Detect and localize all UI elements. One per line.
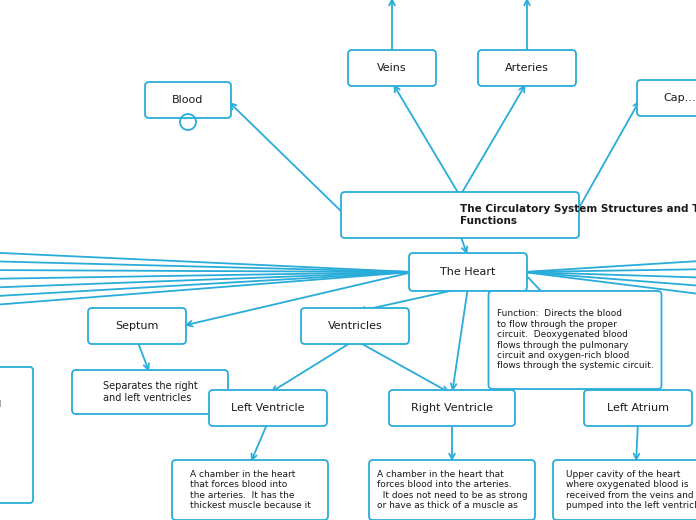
Text: The Circulatory System Structures and Their
Functions: The Circulatory System Structures and Th… <box>460 204 696 226</box>
FancyBboxPatch shape <box>478 50 576 86</box>
Text: Right Ventricle: Right Ventricle <box>411 403 493 413</box>
FancyBboxPatch shape <box>369 460 535 520</box>
Text: Arteries: Arteries <box>505 63 549 73</box>
Text: The Heart: The Heart <box>441 267 496 277</box>
Text: A chamber in the heart
that forces blood into
the arteries.  It has the
thickest: A chamber in the heart that forces blood… <box>189 470 310 510</box>
FancyBboxPatch shape <box>88 308 186 344</box>
FancyBboxPatch shape <box>172 460 328 520</box>
FancyBboxPatch shape <box>389 390 515 426</box>
FancyBboxPatch shape <box>348 50 436 86</box>
FancyBboxPatch shape <box>409 253 527 291</box>
FancyBboxPatch shape <box>341 192 579 238</box>
Text: Ventricles: Ventricles <box>328 321 382 331</box>
FancyBboxPatch shape <box>145 82 231 118</box>
Text: Septum: Septum <box>116 321 159 331</box>
Text: caused: caused <box>0 400 2 409</box>
Text: Veins: Veins <box>377 63 407 73</box>
Text: Cap...: Cap... <box>664 93 696 103</box>
FancyBboxPatch shape <box>489 291 661 389</box>
FancyBboxPatch shape <box>553 460 696 520</box>
Text: Left Ventricle: Left Ventricle <box>231 403 305 413</box>
FancyBboxPatch shape <box>72 370 228 414</box>
FancyBboxPatch shape <box>0 367 33 503</box>
Text: Separates the right
and left ventricles: Separates the right and left ventricles <box>102 381 198 403</box>
FancyBboxPatch shape <box>584 390 692 426</box>
FancyBboxPatch shape <box>301 308 409 344</box>
Text: Function:  Directs the blood
to flow through the proper
circuit.  Deoxygenated b: Function: Directs the blood to flow thro… <box>497 309 654 370</box>
Text: Upper cavity of the heart
where oxygenated blood is
received from the veins and
: Upper cavity of the heart where oxygenat… <box>567 470 696 510</box>
FancyBboxPatch shape <box>637 80 696 116</box>
Text: A chamber in the heart that
forces blood into the arteries.
  It does not need t: A chamber in the heart that forces blood… <box>377 470 528 510</box>
Text: Left Atrium: Left Atrium <box>607 403 669 413</box>
FancyBboxPatch shape <box>209 390 327 426</box>
Text: Blood: Blood <box>173 95 204 105</box>
